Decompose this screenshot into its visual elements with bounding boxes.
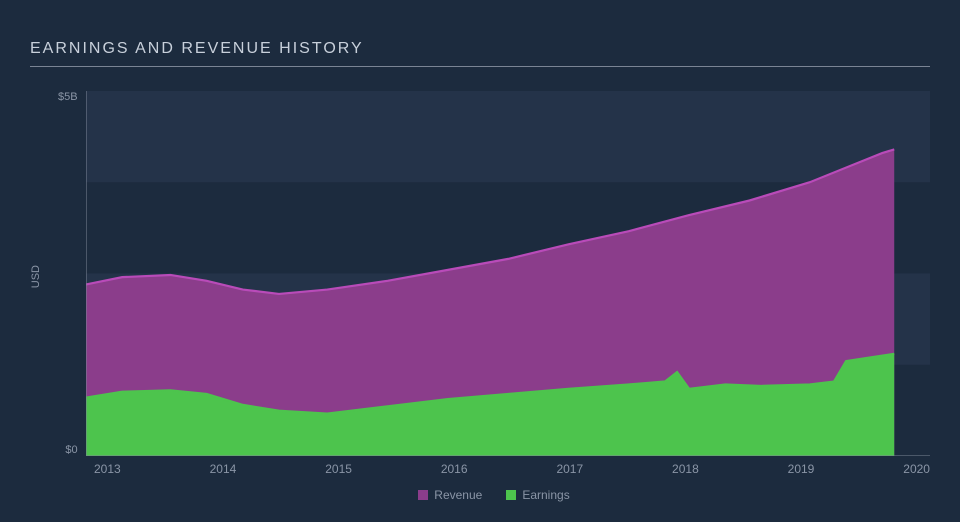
x-tick: 2017	[556, 462, 672, 476]
x-tick: 2014	[210, 462, 326, 476]
x-tick: 2016	[441, 462, 557, 476]
x-tick: 2013	[94, 462, 210, 476]
plot-column: $5B $0 2013 2014 2015 2016 2017 2018 201…	[58, 91, 930, 502]
chart-body: USD $5B $0 2013 2014 2015 2016 2017 2018…	[30, 91, 930, 502]
y-tick: $0	[58, 444, 78, 456]
plot-row: $5B $0	[58, 91, 930, 456]
y-axis-label: USD	[30, 265, 42, 288]
x-tick-row: 2013 2014 2015 2016 2017 2018 2019 2020	[58, 462, 930, 476]
legend-item-revenue: Revenue	[418, 488, 482, 502]
area-chart	[86, 91, 930, 456]
x-tick: 2019	[788, 462, 904, 476]
legend-swatch	[506, 490, 516, 500]
x-tick: 2015	[325, 462, 441, 476]
chart-legend: Revenue Earnings	[58, 488, 930, 502]
legend-swatch	[418, 490, 428, 500]
y-tick: $5B	[58, 91, 78, 103]
legend-label: Revenue	[434, 488, 482, 502]
y-tick-column: $5B $0	[58, 91, 86, 456]
x-tick: 2018	[672, 462, 788, 476]
legend-item-earnings: Earnings	[506, 488, 569, 502]
legend-label: Earnings	[522, 488, 569, 502]
chart-title: EARNINGS AND REVENUE HISTORY	[30, 40, 930, 67]
chart-container: EARNINGS AND REVENUE HISTORY USD $5B $0 …	[0, 0, 960, 522]
x-tick: 2020	[903, 462, 930, 476]
